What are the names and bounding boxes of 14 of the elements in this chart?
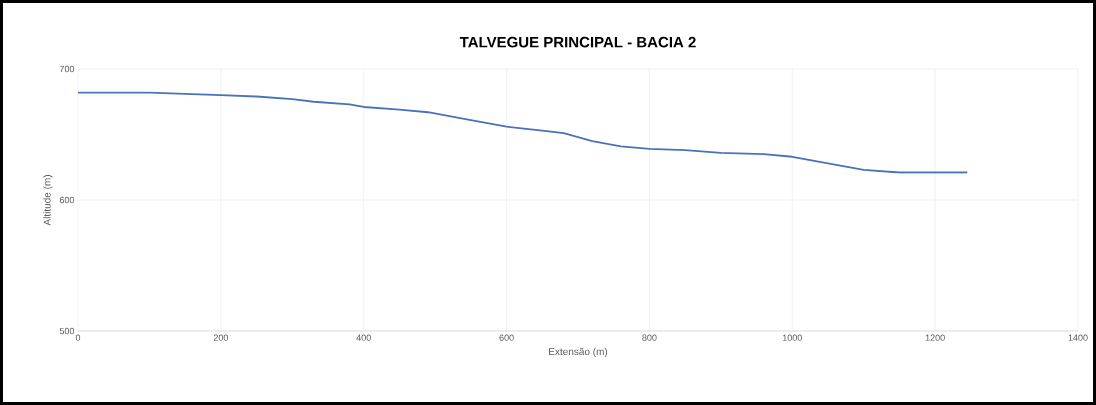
y-axis-title: Altitude (m) bbox=[43, 175, 53, 226]
x-tick-label: 0 bbox=[75, 334, 81, 341]
x-tick-label: 800 bbox=[642, 334, 657, 341]
chart-title: TALVEGUE PRINCIPAL - BACIA 2 bbox=[459, 36, 696, 48]
x-tick-label: 1200 bbox=[925, 334, 945, 341]
x-axis-title: Extensão (m) bbox=[549, 347, 608, 358]
x-tick-label: 600 bbox=[499, 334, 514, 341]
y-tick-label: 600 bbox=[59, 196, 75, 204]
y-tick-label: 700 bbox=[59, 65, 75, 73]
x-tick-label: 200 bbox=[213, 334, 229, 341]
x-tick-label: 1000 bbox=[782, 334, 802, 341]
y-tick-label: 500 bbox=[59, 327, 75, 335]
x-tick-label: 1400 bbox=[1068, 334, 1088, 341]
x-tick-label: 400 bbox=[356, 334, 371, 341]
